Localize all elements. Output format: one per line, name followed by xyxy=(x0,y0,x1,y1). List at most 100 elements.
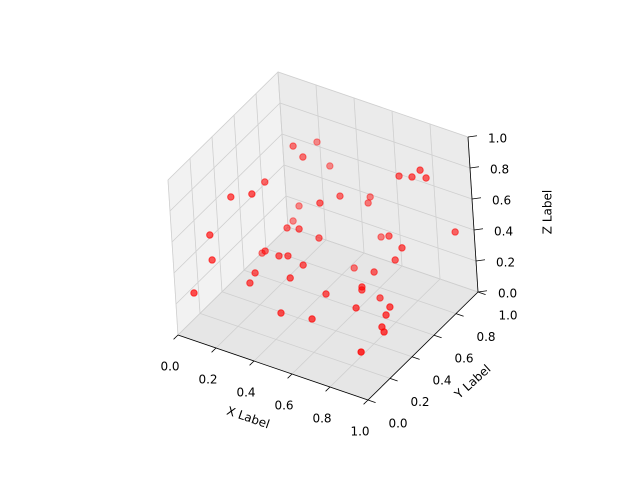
point xyxy=(289,142,297,150)
point xyxy=(227,193,235,201)
x-tick xyxy=(249,360,255,366)
grid-line xyxy=(283,164,475,231)
grid-line xyxy=(255,93,267,249)
point xyxy=(370,268,378,276)
point xyxy=(364,199,372,207)
point xyxy=(391,256,399,264)
x-tick xyxy=(363,399,369,405)
grid-line xyxy=(279,102,471,169)
y-tick-label: 0.6 xyxy=(454,352,473,366)
grid-line xyxy=(221,291,413,358)
point xyxy=(206,231,214,239)
y-tick xyxy=(367,399,376,403)
z-tick-label: 0.2 xyxy=(496,256,515,270)
z-tick-label: 1.0 xyxy=(488,132,507,146)
point xyxy=(275,252,283,260)
point xyxy=(261,247,269,255)
grid-line xyxy=(243,269,435,336)
point xyxy=(380,328,388,336)
point xyxy=(316,199,324,207)
z-tick xyxy=(467,135,478,138)
grid-line xyxy=(281,133,473,200)
x-tick xyxy=(173,334,179,340)
grid-line xyxy=(169,102,281,212)
z-tick xyxy=(473,228,484,231)
z-tick-label: 0.6 xyxy=(492,194,511,208)
x-tick-label: 0.4 xyxy=(236,386,255,400)
y-tick xyxy=(477,291,486,295)
grid-line xyxy=(233,115,245,271)
y-axis-line xyxy=(367,291,479,401)
z-tick xyxy=(471,197,482,200)
y-tick-label: 0.4 xyxy=(432,373,451,387)
point xyxy=(286,274,294,282)
grid-line xyxy=(277,71,469,138)
x-tick xyxy=(325,386,331,392)
z-tick-label: 0.4 xyxy=(494,225,513,239)
x-tick xyxy=(287,373,293,379)
y-tick xyxy=(433,334,442,339)
point xyxy=(377,233,385,241)
point xyxy=(289,217,297,225)
grid-line xyxy=(291,265,403,375)
grid-line xyxy=(277,71,289,228)
point xyxy=(308,315,316,323)
point xyxy=(350,264,358,272)
point xyxy=(246,279,254,287)
point xyxy=(357,348,365,356)
point xyxy=(299,261,307,269)
point xyxy=(283,224,291,232)
y-tick xyxy=(389,378,398,382)
x-tick-label: 0.6 xyxy=(274,399,293,413)
axes: 0.00.20.40.60.81.00.00.20.40.60.81.00.00… xyxy=(160,132,517,439)
z-axis-label: Z Label xyxy=(541,190,555,234)
x-tick-label: 0.2 xyxy=(198,373,217,387)
point xyxy=(336,192,344,200)
point xyxy=(261,178,269,186)
point xyxy=(295,225,303,233)
grid-line xyxy=(265,248,457,314)
x-tick-label: 1.0 xyxy=(350,425,369,439)
x-tick-label: 0.8 xyxy=(312,412,331,426)
grid-line xyxy=(391,110,403,267)
z-tick-label: 0.8 xyxy=(490,163,509,177)
y-tick-label: 0.8 xyxy=(476,330,495,344)
point xyxy=(208,256,216,264)
point xyxy=(277,309,285,317)
z-tick xyxy=(469,166,480,169)
point xyxy=(313,138,321,146)
grid-line xyxy=(167,71,279,181)
x-axis-label: X Label xyxy=(225,404,272,432)
point xyxy=(376,294,384,302)
grid-line xyxy=(177,226,289,336)
z-tick-label: 0.0 xyxy=(498,287,517,301)
point xyxy=(408,173,416,181)
y-tick-label: 0.2 xyxy=(410,395,429,409)
y-tick xyxy=(455,313,464,317)
grid-line xyxy=(167,179,179,336)
grid-line xyxy=(199,313,391,379)
point xyxy=(295,202,303,210)
point xyxy=(190,289,198,297)
point xyxy=(422,174,430,182)
point xyxy=(251,269,259,277)
point xyxy=(366,193,374,201)
point xyxy=(284,252,292,260)
point xyxy=(451,228,459,236)
point xyxy=(358,283,366,291)
grid-line xyxy=(315,84,327,241)
grid-line xyxy=(175,195,287,305)
grid-line xyxy=(285,195,477,262)
point xyxy=(352,304,360,312)
grid-line xyxy=(211,136,223,292)
z-tick xyxy=(477,290,488,293)
y-axis-label: Y Label xyxy=(451,362,493,402)
grid-line xyxy=(353,97,365,254)
point xyxy=(386,303,394,311)
point xyxy=(315,234,323,242)
x-tick-label: 0.0 xyxy=(160,360,179,374)
point xyxy=(382,311,390,319)
point xyxy=(248,190,256,198)
